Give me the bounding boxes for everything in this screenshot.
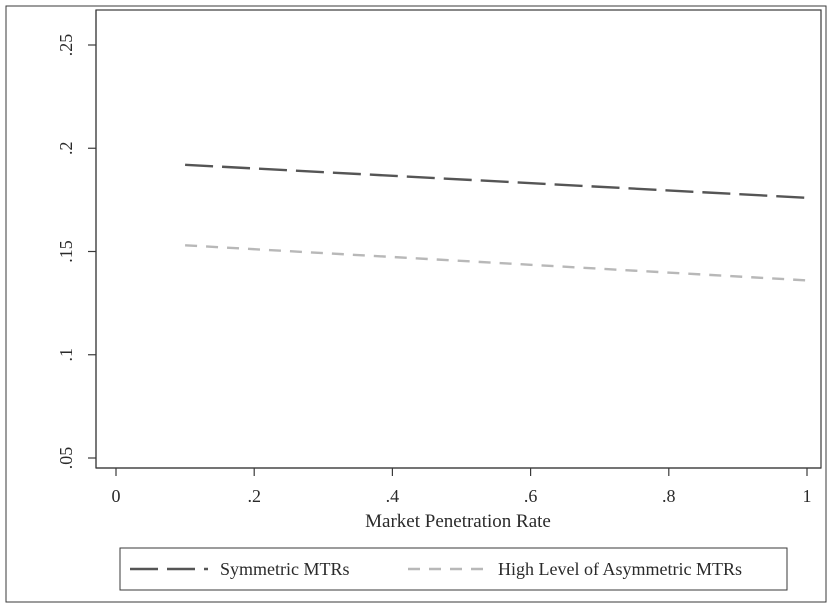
legend-label-1: Symmetric MTRs	[220, 559, 350, 579]
y-tick-label: .2	[56, 142, 76, 156]
x-tick-label: 0	[112, 486, 121, 506]
y-tick-label: .15	[56, 240, 76, 263]
y-tick-label: .25	[56, 34, 76, 57]
x-tick-label: .6	[524, 486, 538, 506]
x-axis-title: Market Penetration Rate	[365, 511, 551, 532]
legend-label-2: High Level of Asymmetric MTRs	[498, 559, 742, 579]
y-tick-label: .05	[56, 447, 76, 470]
series-line-1	[185, 163, 808, 199]
y-tick-label: .1	[56, 348, 76, 362]
x-tick-label: .2	[247, 486, 261, 506]
x-tick-label: 1	[803, 486, 812, 506]
plot-area-frame	[95, 9, 822, 469]
series-lines	[185, 163, 808, 282]
x-tick-label: .4	[386, 486, 400, 506]
x-axis-ticks: 0 .2 .4 .6 .8 1	[112, 468, 812, 506]
legend: Symmetric MTRs High Level of Asymmetric M…	[130, 559, 742, 579]
y-axis-ticks: .05 .1 .15 .2 .25	[56, 34, 96, 470]
x-tick-label: .8	[662, 486, 676, 506]
